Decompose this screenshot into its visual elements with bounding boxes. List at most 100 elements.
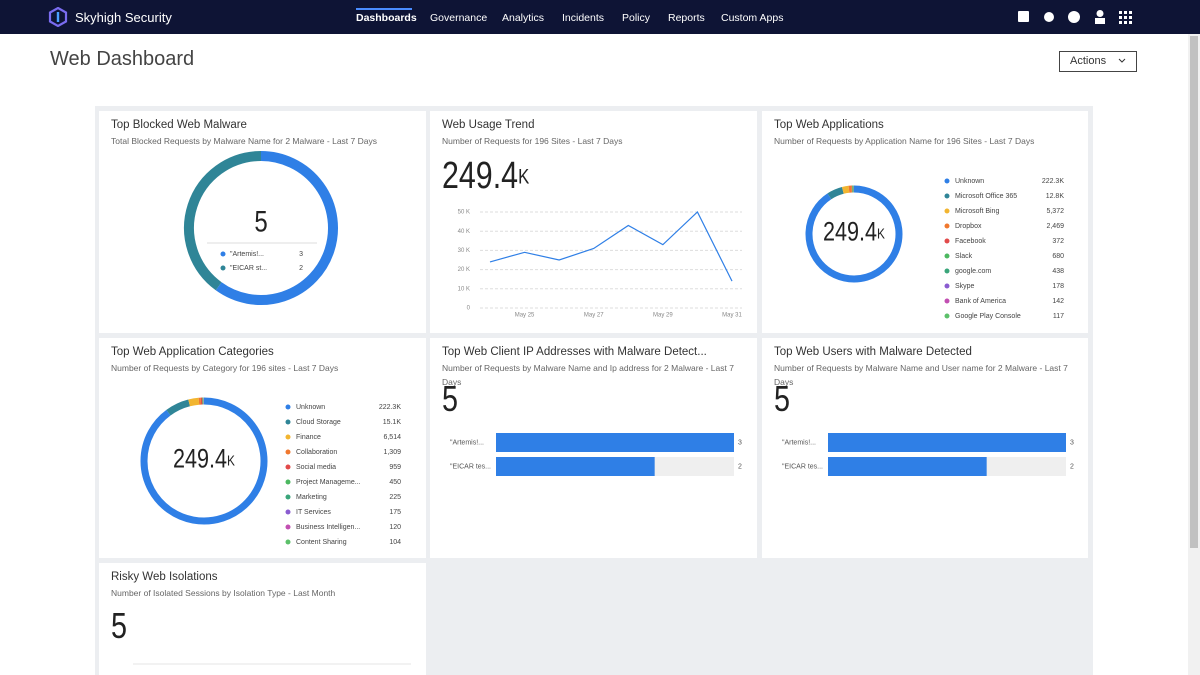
legend-value: 104 (389, 539, 401, 546)
y-tick-label: 20 K (458, 267, 470, 273)
legend-swatch (285, 509, 291, 515)
widget-chart: 249.4K 0 10 K 20 K 30 K 40 K 50 K May 25 May 27 M… (442, 155, 742, 319)
legend-value: 959 (389, 464, 401, 471)
legend-swatch (944, 193, 950, 199)
big-number: 5 (254, 204, 267, 238)
nav-item[interactable]: Custom Apps (721, 12, 784, 24)
chevron (1118, 58, 1126, 63)
widget-subtitle: Number of Isolated Sessions by Isolation… (111, 588, 336, 598)
widget-subtitle: Number of Requests by Category for 196 s… (111, 363, 339, 373)
legend-name: Slack (955, 253, 973, 260)
legend-swatch (220, 265, 226, 271)
widget-subtitle: Number of Requests for 196 Sites - Last … (442, 136, 623, 146)
page-title: Web Dashboard (50, 48, 195, 70)
legend-swatch (285, 449, 291, 455)
legend-value: 3 (299, 251, 303, 258)
legend-name: IT Services (296, 509, 331, 516)
x-tick-label: May 25 (515, 313, 535, 319)
legend-swatch (944, 298, 950, 304)
actions-button[interactable]: Actions (1059, 51, 1137, 72)
legend-swatch (944, 253, 950, 259)
legend-name: Content Sharing (296, 539, 347, 546)
legend-swatch (285, 419, 291, 425)
widget-subtitle: Number of Requests by Application Name f… (774, 136, 1035, 146)
legend-value: 222.3K (379, 404, 402, 411)
bar-label: "Artemis!... (782, 439, 816, 446)
y-tick-label: 50 K (458, 210, 470, 216)
legend-value: 1,309 (383, 449, 401, 456)
help-icon[interactable] (1068, 11, 1080, 23)
widget-title: Web Usage Trend (442, 119, 535, 131)
widget-card: Top Web Client IP Addresses with Malware… (430, 338, 757, 558)
legend-swatch (944, 208, 950, 214)
big-number: 249.4K (823, 218, 885, 248)
widget-subtitle: Number of Requests by Malware Name and I… (442, 363, 734, 387)
bar-label: "EICAR tes... (450, 463, 491, 470)
scroll-thumb[interactable] (1190, 36, 1198, 548)
widget-chart: 249.4K Unknown 222.3K Microsoft Office 365 1… (805, 178, 1064, 320)
donut-segment (188, 397, 200, 407)
nav-item[interactable]: Policy (622, 12, 651, 24)
legend-name: Unknown (296, 404, 325, 411)
nav-item[interactable]: Dashboards (356, 12, 417, 24)
y-tick-label: 0 (467, 306, 471, 312)
legend-name: Facebook (955, 238, 986, 245)
widget-card: Top Web Users with Malware Detected Numbe… (762, 338, 1088, 558)
widget-subtitle: Number of Requests by Malware Name and U… (774, 363, 1068, 387)
nav-item[interactable]: Governance (430, 12, 488, 24)
bar-label: "EICAR tes... (782, 463, 823, 470)
legend-swatch (944, 223, 950, 229)
nav-item[interactable]: Analytics (502, 12, 545, 24)
bar-value: 2 (1070, 463, 1074, 470)
legend-name: Google Play Console (955, 313, 1021, 320)
scrollbar[interactable] (1188, 34, 1200, 675)
y-tick-label: 30 K (458, 248, 470, 254)
big-number-value: 249.4 (823, 218, 877, 248)
legend-swatch (944, 283, 950, 289)
legend-value: 680 (1052, 253, 1064, 260)
donut-segment (140, 397, 268, 525)
user-icon[interactable] (1096, 10, 1104, 17)
widget-title: Top Web Application Categories (111, 346, 274, 358)
big-number-value: 5 (442, 377, 458, 418)
legend-name: Marketing (296, 494, 327, 501)
bar (828, 457, 987, 476)
nav-item[interactable]: Reports (668, 12, 705, 24)
bar-label: "Artemis!... (450, 439, 484, 446)
big-number-value: 5 (774, 377, 790, 418)
bar-value: 3 (738, 439, 742, 446)
settings-icon[interactable] (1044, 12, 1054, 22)
donut-segment (805, 185, 903, 283)
widget-chart: 5 "Artemis!... 3 "EICAR st... 2 (184, 151, 338, 305)
big-number: 5 (774, 377, 790, 418)
widget-card: Risky Web Isolations Number of Isolated S… (99, 563, 426, 675)
legend-swatch (944, 268, 950, 274)
legend-value: 15.1K (383, 419, 402, 426)
notes-icon[interactable] (1018, 11, 1029, 22)
nav-item[interactable]: Incidents (562, 12, 605, 24)
legend-name: Collaboration (296, 449, 337, 456)
legend-swatch (220, 251, 226, 257)
actions-label: Actions (1070, 55, 1107, 67)
legend-value: 175 (389, 509, 401, 516)
legend-name: Microsoft Office 365 (955, 193, 1017, 200)
brand-name: Skyhigh Security (75, 10, 172, 25)
brand-logo (48, 7, 68, 27)
apps-icon[interactable] (1119, 11, 1132, 24)
widget-title: Top Web Applications (774, 119, 884, 131)
donut-segment (215, 151, 338, 305)
x-tick-label: May 29 (653, 313, 673, 319)
legend-name: Dropbox (955, 223, 982, 230)
legend-value: 450 (389, 479, 401, 486)
legend-name: "EICAR st... (230, 265, 267, 272)
legend-value: 2 (299, 265, 303, 272)
donut-segment (841, 185, 850, 194)
legend-name: Skype (955, 283, 975, 290)
legend-value: 120 (389, 524, 401, 531)
bar-value: 2 (738, 463, 742, 470)
donut-segment (827, 187, 844, 200)
widget-title: Top Blocked Web Malware (111, 119, 247, 131)
legend-value: 225 (389, 494, 401, 501)
legend-value: 5,372 (1046, 208, 1064, 215)
big-number-value: 5 (254, 204, 267, 238)
